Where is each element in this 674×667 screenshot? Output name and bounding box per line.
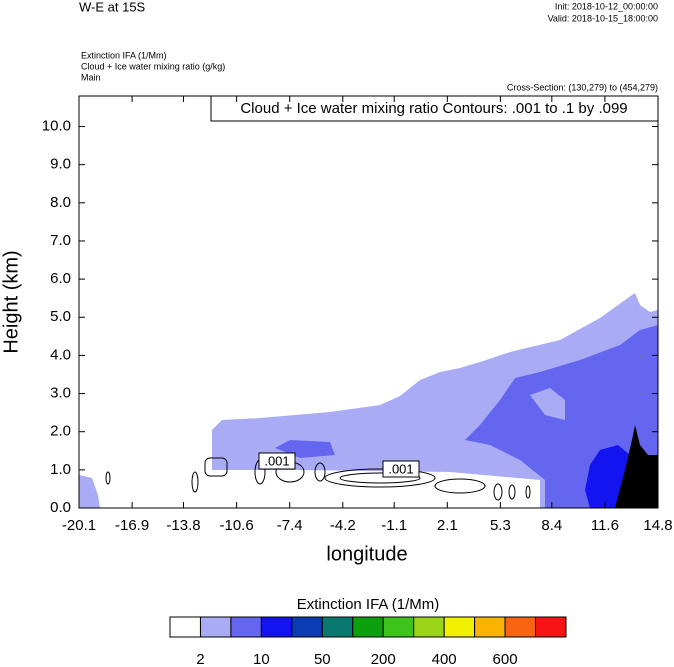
x-tick-label: 11.6 (591, 517, 619, 534)
colorbar-swatch (535, 616, 567, 638)
colorbar-label: 400 (432, 651, 457, 667)
colorbar-swatch (260, 616, 293, 638)
note-box (210, 95, 659, 122)
x-tick-label: -1.1 (381, 517, 407, 534)
y-tick-label: 1.0 (50, 461, 71, 478)
y-tick-label: 8.0 (50, 194, 71, 211)
contour-label: .001 (264, 453, 289, 468)
contour-label: .001 (388, 461, 413, 476)
x-tick-label: 8.4 (541, 517, 562, 534)
contour-line (105, 457, 531, 501)
colorbar-swatch (352, 616, 384, 638)
x-tick-label: -10.6 (220, 517, 254, 534)
y-tick-label: 2.0 (50, 423, 71, 440)
colorbar-swatch (169, 616, 201, 638)
y-tick-label: 3.0 (50, 385, 71, 402)
contour-note: Cloud + Ice water mixing ratio Contours:… (240, 100, 627, 117)
colorbar-swatch (413, 616, 445, 638)
x-tick-label: -13.8 (166, 517, 200, 534)
x-tick-label: 14.8 (643, 517, 672, 534)
subtitle: Cloud + Ice water mixing ratio (g/kg) (81, 61, 225, 71)
colorbar-label: 50 (314, 651, 331, 667)
y-tick-label: 9.0 (50, 156, 71, 173)
cross-section: Cross-Section: (130,279) to (454,279) (507, 82, 658, 92)
colorbar-swatch (199, 616, 232, 638)
x-tick-label: -7.4 (277, 517, 303, 534)
x-tick-label: 5.3 (490, 517, 511, 534)
x-tick-label: -16.9 (115, 517, 149, 534)
y-axis-label: Height (km) (0, 250, 22, 353)
colorbar-label: 600 (493, 651, 518, 667)
chart-title: W-E at 15S (79, 0, 146, 14)
y-tick-label: 6.0 (50, 270, 71, 287)
colorbar-swatch (321, 616, 354, 638)
contour-label-box (258, 452, 296, 470)
subtitle: Extinction IFA (1/Mm) (81, 50, 167, 60)
colorbar-swatch (504, 616, 537, 638)
x-tick-label: 2.1 (437, 517, 458, 534)
y-tick-label: 5.0 (50, 308, 71, 325)
colorbar-label: 2 (196, 651, 204, 667)
colorbar-label: 200 (371, 651, 396, 667)
y-tick-label: 4.0 (50, 346, 71, 363)
y-tick-label: 10.0 (42, 117, 71, 134)
init-time: Init: 2018-10-12_00:00:00 (555, 1, 658, 11)
contour-fill (79, 293, 658, 508)
colorbar-swatch (474, 616, 506, 638)
y-tick-label: 0.0 (50, 499, 71, 516)
x-axis-label: longitude (326, 543, 407, 565)
x-tick-label: -20.1 (62, 517, 96, 534)
colorbar-swatch (230, 616, 262, 638)
x-tick-label: -4.2 (330, 517, 356, 534)
subtitle: Main (81, 72, 101, 82)
colorbar-swatch (443, 616, 476, 638)
colorbar-title: Extinction IFA (1/Mm) (297, 596, 440, 613)
colorbar-swatch (291, 616, 323, 638)
y-tick-label: 7.0 (50, 232, 71, 249)
contour-label-box (382, 460, 420, 478)
colorbar-label: 10 (253, 651, 270, 667)
valid-time: Valid: 2018-10-15_18:00:00 (548, 13, 658, 23)
colorbar-swatch (382, 616, 415, 638)
